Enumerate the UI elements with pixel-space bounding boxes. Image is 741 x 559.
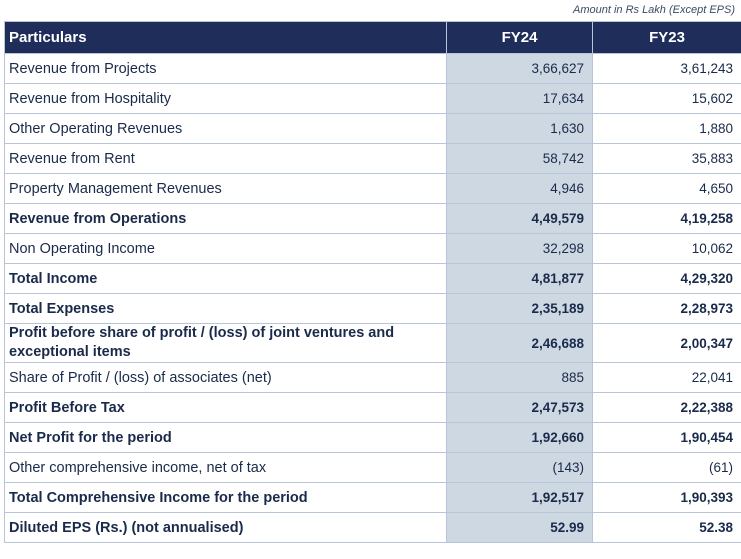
row-fy23-value: 2,00,347 bbox=[592, 323, 741, 363]
row-fy23-value: (61) bbox=[592, 452, 741, 483]
table-row: Diluted EPS (Rs.) (not annualised) 52.99… bbox=[4, 512, 741, 543]
row-fy24-value: 2,35,189 bbox=[446, 293, 593, 324]
row-label: Revenue from Rent bbox=[4, 143, 447, 174]
row-label: Other Operating Revenues bbox=[4, 113, 447, 144]
row-fy24-value: 1,92,517 bbox=[446, 482, 593, 513]
row-fy23-value: 1,90,454 bbox=[592, 422, 741, 453]
table-row: Share of Profit / (loss) of associates (… bbox=[4, 362, 741, 393]
row-label: Total Expenses bbox=[4, 293, 447, 324]
row-fy23-value: 10,062 bbox=[592, 233, 741, 264]
row-fy23-value: 4,650 bbox=[592, 173, 741, 204]
row-fy23-value: 4,19,258 bbox=[592, 203, 741, 234]
row-fy23-value: 35,883 bbox=[592, 143, 741, 174]
row-fy24-value: 1,92,660 bbox=[446, 422, 593, 453]
row-fy24-value: 885 bbox=[446, 362, 593, 393]
table-row: Revenue from Projects 3,66,627 3,61,243 bbox=[4, 53, 741, 84]
row-fy24-value: 2,46,688 bbox=[446, 323, 593, 363]
row-fy24-value: 4,49,579 bbox=[446, 203, 593, 234]
row-fy24-value: 4,81,877 bbox=[446, 263, 593, 294]
row-fy23-value: 1,90,393 bbox=[592, 482, 741, 513]
row-label: Profit Before Tax bbox=[4, 392, 447, 423]
row-fy24-value: (143) bbox=[446, 452, 593, 483]
table-row: Revenue from Hospitality 17,634 15,602 bbox=[4, 83, 741, 114]
row-fy23-value: 2,28,973 bbox=[592, 293, 741, 324]
row-fy24-value: 1,630 bbox=[446, 113, 593, 144]
row-fy24-value: 32,298 bbox=[446, 233, 593, 264]
row-fy23-value: 1,880 bbox=[592, 113, 741, 144]
table-row: Other comprehensive income, net of tax (… bbox=[4, 452, 741, 483]
row-label: Other comprehensive income, net of tax bbox=[4, 452, 447, 483]
table-row: Total Income 4,81,877 4,29,320 bbox=[4, 263, 741, 294]
row-label: Net Profit for the period bbox=[4, 422, 447, 453]
row-fy24-value: 52.99 bbox=[446, 512, 593, 543]
row-fy23-value: 3,61,243 bbox=[592, 53, 741, 84]
table-row: Revenue from Operations 4,49,579 4,19,25… bbox=[4, 203, 741, 234]
table-row: Revenue from Rent 58,742 35,883 bbox=[4, 143, 741, 174]
row-fy24-value: 58,742 bbox=[446, 143, 593, 174]
table-header-row: Particulars FY24 FY23 bbox=[4, 21, 741, 54]
row-fy24-value: 17,634 bbox=[446, 83, 593, 114]
row-fy23-value: 52.38 bbox=[592, 512, 741, 543]
row-fy24-value: 3,66,627 bbox=[446, 53, 593, 84]
row-label: Revenue from Hospitality bbox=[4, 83, 447, 114]
table-row: Net Profit for the period 1,92,660 1,90,… bbox=[4, 422, 741, 453]
header-fy23: FY23 bbox=[592, 21, 741, 54]
table-row: Total Expenses 2,35,189 2,28,973 bbox=[4, 293, 741, 324]
row-label: Share of Profit / (loss) of associates (… bbox=[4, 362, 447, 393]
table-row: Profit before share of profit / (loss) o… bbox=[4, 323, 741, 363]
table-row: Non Operating Income 32,298 10,062 bbox=[4, 233, 741, 264]
row-fy24-value: 4,946 bbox=[446, 173, 593, 204]
row-label: Total Comprehensive Income for the perio… bbox=[4, 482, 447, 513]
row-fy23-value: 15,602 bbox=[592, 83, 741, 114]
row-fy24-value: 2,47,573 bbox=[446, 392, 593, 423]
header-fy24: FY24 bbox=[446, 21, 593, 54]
table-row: Profit Before Tax 2,47,573 2,22,388 bbox=[4, 392, 741, 423]
row-label: Revenue from Operations bbox=[4, 203, 447, 234]
row-label: Profit before share of profit / (loss) o… bbox=[4, 323, 447, 363]
header-particulars: Particulars bbox=[4, 21, 447, 54]
row-fy23-value: 22,041 bbox=[592, 362, 741, 393]
row-label: Revenue from Projects bbox=[4, 53, 447, 84]
table-row: Other Operating Revenues 1,630 1,880 bbox=[4, 113, 741, 144]
table-row: Total Comprehensive Income for the perio… bbox=[4, 482, 741, 513]
row-label: Diluted EPS (Rs.) (not annualised) bbox=[4, 512, 447, 543]
row-fy23-value: 2,22,388 bbox=[592, 392, 741, 423]
units-note: Amount in Rs Lakh (Except EPS) bbox=[572, 4, 735, 16]
table-row: Property Management Revenues 4,946 4,650 bbox=[4, 173, 741, 204]
financial-table: Particulars FY24 FY23 Revenue from Proje… bbox=[4, 21, 741, 543]
row-label: Total Income bbox=[4, 263, 447, 294]
row-fy23-value: 4,29,320 bbox=[592, 263, 741, 294]
row-label: Property Management Revenues bbox=[4, 173, 447, 204]
row-label: Non Operating Income bbox=[4, 233, 447, 264]
